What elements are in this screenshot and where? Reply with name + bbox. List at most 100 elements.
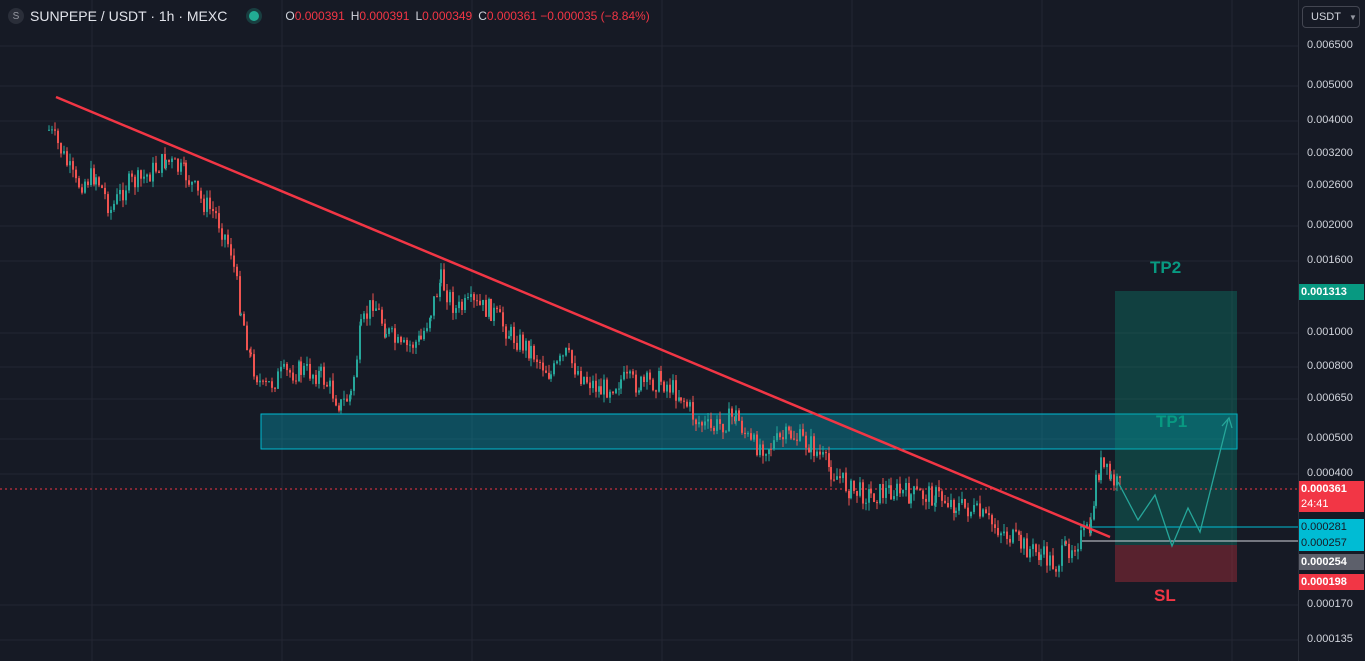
- candle-body: [750, 433, 752, 440]
- candle-body: [660, 371, 662, 382]
- ohlc-high-value: 0.000391: [359, 9, 410, 23]
- candle-body: [574, 363, 576, 375]
- candle-body: [426, 328, 428, 331]
- chart-grid: [0, 0, 1298, 661]
- price-tick: 0.004000: [1307, 114, 1353, 126]
- candle-body: [870, 489, 872, 494]
- candle-body: [409, 344, 411, 346]
- candle-body: [603, 379, 605, 395]
- candle-body: [618, 388, 620, 390]
- candle-body: [796, 439, 798, 441]
- candle-body: [385, 333, 387, 338]
- candle-body: [788, 426, 790, 431]
- candle-body: [768, 448, 770, 455]
- price-axis[interactable]: 0.006500 0.005000 0.004000 0.003200 0.00…: [1298, 0, 1365, 661]
- candle-body: [934, 502, 936, 506]
- candle-body: [830, 467, 832, 480]
- candle-body: [635, 374, 637, 393]
- candle-body: [692, 402, 694, 420]
- candle-body: [356, 359, 358, 378]
- projected-path[interactable]: [1117, 419, 1229, 548]
- candle-body: [908, 483, 910, 504]
- entry-top-price-tag: 0.000281: [1299, 519, 1364, 535]
- candle-body: [598, 386, 600, 392]
- candle-body: [152, 162, 154, 182]
- candle-body: [496, 307, 498, 310]
- candle-body: [680, 397, 682, 401]
- candle-body: [1023, 538, 1025, 549]
- candle-body: [663, 381, 665, 392]
- candle-body: [485, 299, 487, 317]
- candle-body: [455, 308, 457, 313]
- candle-body: [1035, 544, 1037, 553]
- candle-body: [970, 511, 972, 517]
- candle-body: [655, 390, 657, 392]
- candle-body: [464, 298, 466, 310]
- candle-body: [1040, 554, 1042, 561]
- sl-price-tag: 0.000198: [1299, 574, 1364, 590]
- candle-body: [490, 298, 492, 321]
- candle-body: [1080, 530, 1082, 550]
- candle-body: [583, 376, 585, 385]
- sl-region[interactable]: [1115, 545, 1237, 582]
- candle-body: [363, 313, 365, 320]
- candle-body: [704, 421, 706, 426]
- chart-area[interactable]: TP2 TP1 SL S SUNPEPE / USDT · 1h · MEXC …: [0, 0, 1298, 661]
- candle-body: [997, 527, 999, 536]
- price-chart[interactable]: [0, 0, 1298, 661]
- candle-body: [265, 380, 267, 383]
- candle-body: [60, 143, 62, 154]
- candle-body: [556, 361, 558, 364]
- candle-body: [338, 405, 340, 411]
- candle-body: [1090, 519, 1092, 534]
- candle-body: [525, 340, 527, 351]
- candle-body: [744, 432, 746, 434]
- candle-body: [879, 484, 881, 504]
- price-tick: 0.001000: [1307, 326, 1353, 338]
- candle-body: [513, 326, 515, 343]
- candle-body: [713, 427, 715, 431]
- low-price-tag: 0.000254: [1299, 554, 1364, 570]
- ohlc-low-value: 0.000349: [422, 9, 473, 23]
- candle-body: [194, 180, 196, 182]
- sl-label: SL: [1154, 586, 1176, 605]
- candle-body: [958, 503, 960, 511]
- candle-body: [988, 513, 990, 516]
- candle-body: [233, 255, 235, 267]
- candle-body: [54, 129, 56, 131]
- candle-body: [565, 347, 567, 356]
- candle-body: [286, 363, 288, 371]
- candle-body: [741, 420, 743, 433]
- candle-body: [976, 503, 978, 505]
- candle-body: [174, 158, 176, 160]
- candle-body: [280, 366, 282, 372]
- candle-body: [530, 345, 532, 359]
- candle-body: [227, 234, 229, 245]
- candle-body: [104, 187, 106, 195]
- candle-body: [90, 168, 92, 186]
- candle-body: [762, 444, 764, 456]
- candle-body: [262, 380, 264, 382]
- symbol-title[interactable]: SUNPEPE / USDT · 1h · MEXC: [30, 8, 228, 24]
- candle-body: [1009, 538, 1011, 543]
- candle-body: [353, 377, 355, 391]
- currency-selector[interactable]: USDT ▼: [1302, 6, 1360, 28]
- candle-body: [240, 313, 242, 315]
- candle-body: [899, 483, 901, 494]
- descending-trendline[interactable]: [55, 95, 1111, 539]
- candle-body: [452, 292, 454, 313]
- candle-body: [476, 300, 478, 302]
- price-tick: 0.000500: [1307, 432, 1353, 444]
- candle-body: [1071, 550, 1073, 559]
- candle-body: [600, 386, 602, 395]
- market-status-icon[interactable]: [249, 11, 260, 21]
- entry-bottom-price-tag: 0.000257: [1299, 535, 1364, 551]
- ohlc-low-key: L: [415, 9, 423, 23]
- candle-body: [239, 276, 241, 315]
- tp-region[interactable]: [1115, 291, 1237, 545]
- candle-body: [649, 372, 651, 380]
- candle-body: [403, 339, 405, 343]
- support-zone[interactable]: [260, 413, 1238, 450]
- candle-body: [412, 344, 414, 348]
- candle-body: [391, 328, 393, 330]
